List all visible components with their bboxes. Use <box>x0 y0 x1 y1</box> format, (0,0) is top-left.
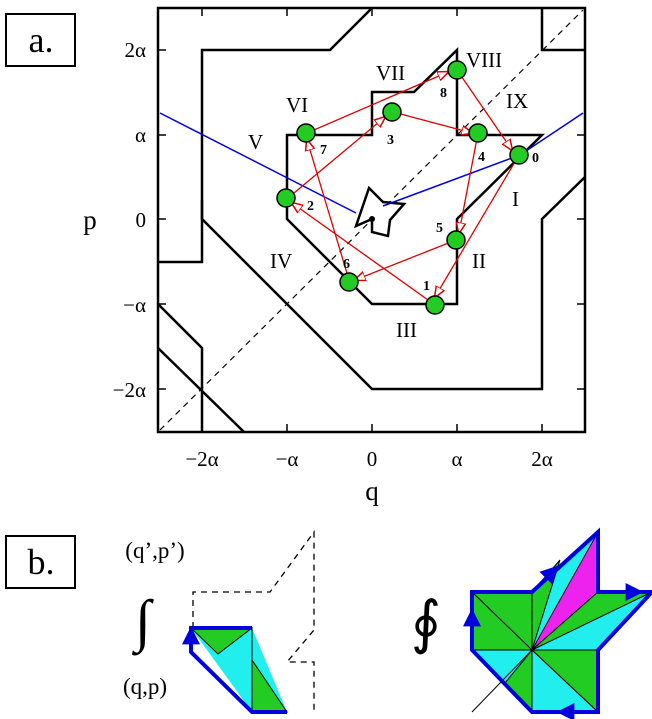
x-axis-label: q <box>365 476 379 506</box>
orbit-label-3: 3 <box>387 133 394 148</box>
outer-boundary-1 <box>157 303 204 432</box>
panel-b: b. (q’,p’) ∫ (q,p) ∮ <box>5 527 652 719</box>
endpoint-label-top: (q’,p’) <box>125 538 184 563</box>
orbit-marker-7 <box>296 123 316 143</box>
panel-a-label: a. <box>29 20 54 60</box>
orbit-point-markers <box>276 60 529 315</box>
blue-path-edge <box>189 626 287 714</box>
orbit-marker-4 <box>468 123 488 143</box>
arrow-2-3 <box>287 117 385 199</box>
endpoint-label-bottom: (q,p) <box>123 674 167 699</box>
y-axis-label: p <box>83 205 97 235</box>
region-label-II: II <box>472 249 486 273</box>
arrow-1-2 <box>292 203 436 306</box>
orbit-marker-6 <box>339 272 359 292</box>
dashed-star-outline <box>192 530 315 712</box>
region-label-IX: IX <box>506 89 528 113</box>
region-label-VIII: VIII <box>466 48 502 72</box>
orbit-label-6: 6 <box>343 257 350 272</box>
arrow-5-6 <box>355 239 457 280</box>
arrow-0-1 <box>435 154 520 297</box>
orbit-arrows <box>287 69 520 306</box>
region-label-IV: IV <box>270 249 292 273</box>
y-tick-label: −α <box>123 293 146 317</box>
orbit-label-2: 2 <box>307 199 314 214</box>
region-labels: I II III IV V VI VII VIII IX <box>248 48 528 342</box>
region-label-I: I <box>512 187 519 211</box>
region-label-VII: VII <box>376 61 405 85</box>
panel-b-label: b. <box>28 542 55 582</box>
orbit-marker-3 <box>382 102 402 122</box>
central-star <box>353 185 407 238</box>
arrow-3-4 <box>392 111 472 133</box>
loop-integral-symbol: ∮ <box>411 590 441 655</box>
big-blue-edge <box>470 527 652 714</box>
orbit-marker-5 <box>446 230 466 250</box>
y-tick-label: 2α <box>124 38 146 62</box>
arrow-4-5 <box>459 132 479 233</box>
x-tick-label: 0 <box>367 447 378 471</box>
orbit-marker-8 <box>447 60 467 80</box>
corner-boundary <box>540 8 585 52</box>
orbit-marker-2 <box>276 188 296 208</box>
green-triangle-2 <box>251 658 288 713</box>
panel-b-label-box <box>5 535 76 589</box>
panel-a: a. <box>5 6 587 506</box>
orbit-label-7: 7 <box>320 143 327 158</box>
region-label-V: V <box>248 130 263 154</box>
middle-boundary <box>285 47 546 306</box>
arrow-8-0 <box>456 69 512 150</box>
y-tick-label: 0 <box>136 208 147 232</box>
orbit-label-1: 1 <box>423 279 430 294</box>
outer-boundary-2 <box>157 347 245 433</box>
outer-boundary-3 <box>158 7 373 264</box>
y-tick-label: −2α <box>113 378 146 402</box>
orbit-label-8: 8 <box>440 86 447 101</box>
region-label-III: III <box>396 318 417 342</box>
y-tick-label: α <box>135 123 146 147</box>
orbit-marker-1 <box>425 295 445 315</box>
orbit-label-4: 4 <box>478 150 485 165</box>
orbit-marker-0 <box>509 145 529 165</box>
orbit-label-0: 0 <box>532 151 539 166</box>
x-tick-label: −α <box>276 447 299 471</box>
x-tick-labels: −2α −α 0 α 2α <box>185 447 552 471</box>
region-label-VI: VI <box>286 93 308 117</box>
arrow-6-7 <box>307 140 350 281</box>
x-tick-label: 2α <box>531 447 553 471</box>
outer-boundary-4 <box>200 176 586 391</box>
orbit-point-labels: 0 1 2 3 4 5 6 7 8 <box>307 86 539 294</box>
blue-arrow-top <box>538 565 559 586</box>
blue-line-left <box>159 112 357 214</box>
arrow-7-8 <box>306 72 448 134</box>
orbit-label-5: 5 <box>436 221 443 236</box>
big-region-dividers <box>471 649 599 713</box>
x-tick-label: α <box>451 447 462 471</box>
panel-a-label-box <box>5 13 76 67</box>
y-tick-labels: 2α α 0 −α −2α <box>113 38 146 402</box>
x-tick-label: −2α <box>185 447 218 471</box>
tick-marks <box>158 8 585 432</box>
integral-symbol: ∫ <box>131 588 154 656</box>
origin-dot <box>369 216 375 222</box>
